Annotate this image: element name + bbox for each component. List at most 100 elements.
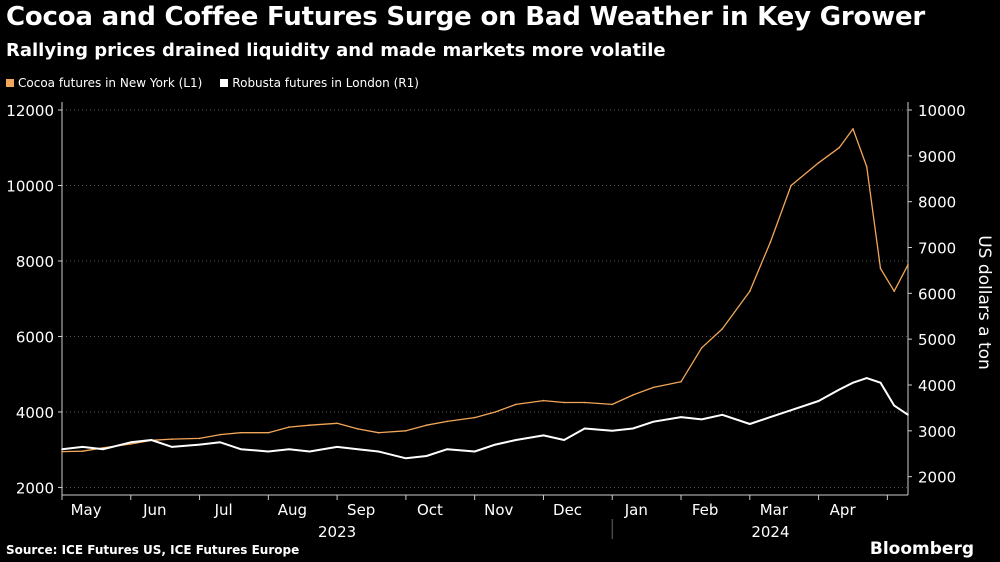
robusta-data-point — [288, 448, 290, 451]
robusta-data-point — [130, 441, 132, 444]
robusta-data-point — [769, 416, 772, 418]
right-axis-tick-label: 10000 — [918, 102, 966, 120]
robusta-data-point — [473, 450, 476, 453]
cocoa-data-point — [425, 424, 428, 427]
robusta-data-point — [721, 414, 724, 416]
cocoa-data-point — [81, 450, 84, 453]
robusta-data-point — [652, 420, 655, 423]
x-axis-month-label: Dec — [553, 501, 582, 519]
x-axis-month-label: Sep — [347, 501, 375, 519]
x-axis-month-label: May — [71, 501, 102, 519]
cocoa-data-point — [749, 290, 751, 293]
robusta-data-point — [611, 430, 613, 432]
right-axis-tick-label: 7000 — [918, 240, 956, 258]
robusta-data-point — [838, 388, 840, 391]
right-axis-tick-label: 6000 — [918, 285, 956, 303]
robusta-data-point — [405, 457, 407, 460]
cocoa-data-point — [879, 267, 882, 270]
robusta-data-point — [198, 443, 201, 446]
cocoa-data-point — [405, 430, 407, 432]
cocoa-data-point — [240, 431, 242, 434]
robusta-data-point — [425, 455, 428, 457]
robusta-data-point — [879, 381, 882, 384]
robusta-data-point — [563, 439, 565, 441]
x-axis-month-label: Mar — [760, 501, 789, 519]
legend-label-cocoa: Cocoa futures in New York (L1) — [18, 76, 203, 90]
robusta-data-point — [171, 446, 173, 448]
cocoa-data-point — [893, 290, 895, 293]
cocoa-data-point — [769, 241, 772, 243]
legend-item-robusta: Robusta futures in London (R1) — [220, 76, 419, 90]
robusta-data-point — [632, 427, 634, 430]
cocoa-data-point — [336, 422, 338, 425]
cocoa-data-point — [652, 386, 655, 389]
robusta-data-point — [81, 446, 84, 448]
cocoa-data-point — [515, 403, 517, 406]
cocoa-data-point — [219, 433, 221, 436]
x-axis-month-label: Jul — [214, 501, 233, 519]
cocoa-data-point — [907, 264, 909, 266]
cocoa-data-point — [288, 426, 290, 428]
cocoa-data-point — [817, 162, 820, 164]
right-axis-label: US dollars a ton — [974, 235, 994, 370]
legend-item-cocoa: Cocoa futures in New York (L1) — [6, 76, 202, 90]
x-axis-month-label: Apr — [830, 501, 857, 519]
cocoa-data-point — [61, 450, 63, 453]
robusta-data-point — [583, 427, 586, 430]
robusta-data-point — [749, 423, 751, 425]
cocoa-data-point — [852, 128, 854, 130]
robusta-data-point — [700, 418, 703, 421]
legend: Cocoa futures in New York (L1) Robusta f… — [6, 76, 419, 90]
legend-swatch-cocoa — [6, 79, 14, 87]
cocoa-data-point — [790, 184, 792, 187]
right-axis-tick-label: 9000 — [918, 148, 956, 166]
cocoa-data-point — [680, 381, 682, 383]
cocoa-data-point — [542, 399, 545, 402]
bloomberg-logo: Bloomberg — [869, 539, 974, 559]
legend-swatch-robusta — [220, 79, 229, 87]
source-note: Source: ICE Futures US, ICE Futures Euro… — [6, 543, 300, 557]
left-axis-tick-label: 4000 — [16, 404, 54, 422]
robusta-data-point — [790, 409, 792, 412]
robusta-data-point — [817, 400, 820, 402]
cocoa-data-point — [473, 416, 476, 419]
robusta-data-point — [102, 448, 105, 451]
robusta-data-point — [336, 446, 338, 448]
right-axis-tick-label: 2000 — [918, 469, 956, 487]
cocoa-data-point — [632, 394, 634, 396]
cocoa-data-point — [838, 146, 840, 149]
robusta-data-point — [219, 441, 221, 444]
x-axis-month-label: Oct — [417, 501, 443, 519]
cocoa-data-point — [865, 165, 868, 168]
cocoa-data-point — [130, 443, 132, 445]
right-axis-tick-label: 4000 — [918, 377, 956, 395]
x-axis-year-label: 2024 — [751, 523, 789, 541]
cocoa-data-point — [171, 438, 173, 440]
cocoa-data-point — [583, 401, 586, 404]
left-axis-tick-label: 10000 — [6, 177, 54, 195]
x-axis-month-label: Nov — [484, 501, 513, 519]
x-axis-month-label: Aug — [278, 501, 307, 519]
robusta-data-point — [357, 448, 359, 451]
right-axis-tick-label: 3000 — [918, 423, 956, 441]
left-axis-tick-label: 12000 — [6, 102, 54, 120]
cocoa-series-line — [61, 128, 909, 453]
robusta-data-point — [680, 416, 682, 418]
robusta-data-point — [446, 448, 449, 451]
robusta-data-point — [377, 450, 380, 453]
x-axis-year-label: 2023 — [318, 523, 356, 541]
cocoa-data-point — [721, 328, 724, 330]
robusta-series-line — [61, 377, 909, 460]
chart-title: Cocoa and Coffee Futures Surge on Bad We… — [6, 2, 925, 32]
cocoa-data-point — [308, 424, 311, 427]
cocoa-data-point — [700, 347, 703, 349]
robusta-data-point — [494, 443, 497, 446]
left-axis-tick-label: 8000 — [16, 253, 54, 271]
cocoa-data-point — [267, 431, 270, 434]
robusta-data-point — [907, 414, 909, 416]
robusta-data-point — [150, 439, 153, 441]
x-axis-month-label: Jun — [142, 501, 166, 519]
left-axis-tick-label: 6000 — [16, 328, 54, 346]
cocoa-data-point — [357, 428, 359, 430]
